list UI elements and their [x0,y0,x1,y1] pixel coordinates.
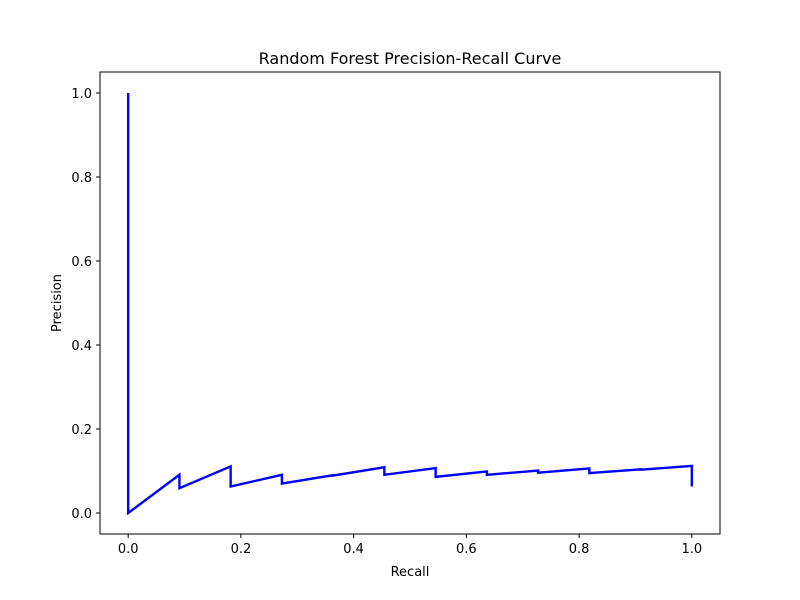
series-layer [126,93,694,516]
x-tick-label: 0.6 [456,542,477,557]
x-tick-label: 0.8 [569,542,590,557]
x-axis: 0.0 0.2 0.4 0.6 0.8 1.0 [118,534,702,557]
x-axis-title: Recall [391,565,430,580]
chart-title: Random Forest Precision-Recall Curve [259,49,562,68]
x-tick-label: 0.4 [343,542,364,557]
y-axis-title: Precision [50,274,65,332]
y-axis: 0.0 0.2 0.4 0.6 0.8 1.0 [71,87,100,522]
y-tick-label: 0.2 [71,423,92,438]
y-tick-label: 0.6 [71,255,92,270]
y-tick-label: 1.0 [71,87,92,102]
x-tick-label: 0.2 [231,542,252,557]
y-tick-label: 0.8 [71,171,92,186]
x-tick-label: 0.0 [118,542,139,557]
y-tick-label: 0.4 [71,339,92,354]
x-tick-label: 1.0 [681,542,702,557]
y-tick-label: 0.0 [71,507,92,522]
plot-frame [99,71,721,535]
series-line [126,93,694,516]
plot-area [100,72,720,534]
